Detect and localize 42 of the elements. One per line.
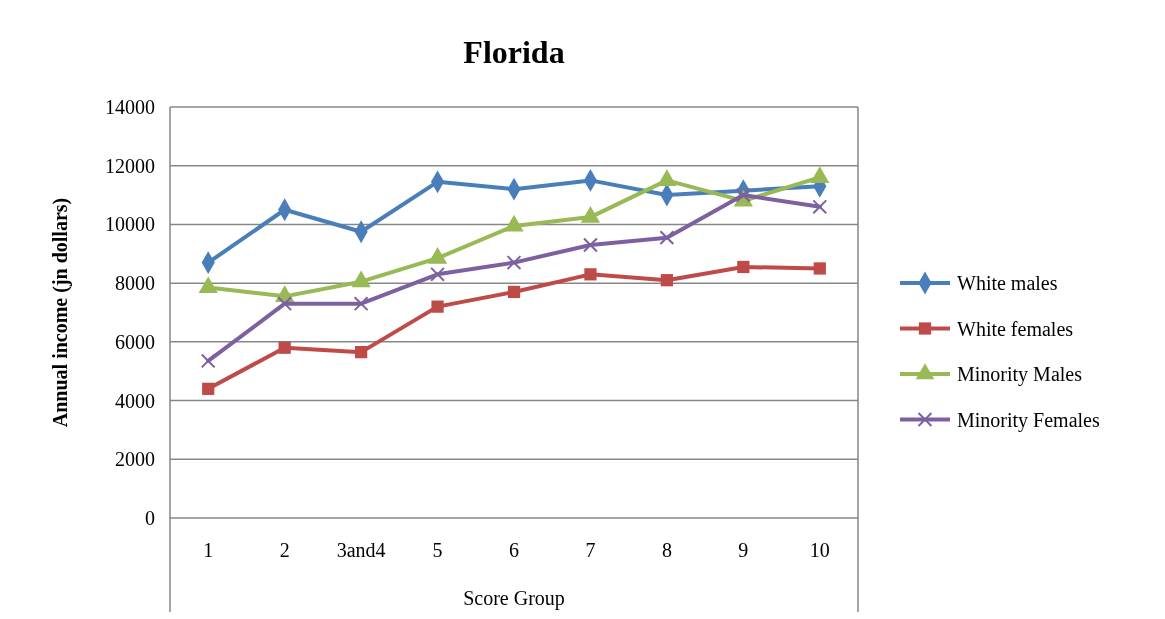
x-tick-label: 2 (279, 539, 290, 561)
point (354, 346, 368, 359)
x-tick-label: 3and4 (336, 539, 386, 561)
y-tick-label: 2000 (115, 448, 155, 471)
point (813, 262, 826, 275)
point (277, 296, 293, 312)
point (506, 255, 522, 271)
point (278, 341, 291, 354)
x-tick-label: 6 (509, 539, 519, 561)
y-tick-label: 14000 (105, 96, 155, 118)
y-tick-label: 0 (145, 507, 155, 529)
point (737, 260, 750, 274)
point (431, 300, 444, 313)
point (507, 285, 521, 299)
point (353, 296, 369, 312)
y-tick-label: 6000 (115, 330, 155, 353)
point (659, 230, 675, 246)
point (430, 266, 445, 282)
legend-label: White females (957, 317, 1074, 340)
point (200, 353, 216, 369)
x-tick-label: 1 (203, 539, 214, 561)
y-axis-title: Annual income (jn dollars) (49, 197, 72, 428)
y-tick-label: 10000 (105, 213, 155, 236)
point (202, 382, 215, 395)
legend-label: Minority Males (957, 363, 1083, 386)
x-tick-label: 7 (585, 539, 596, 561)
point (735, 187, 751, 203)
x-axis-title: Score Group (463, 587, 565, 610)
legend-label: Minority Females (957, 408, 1100, 432)
chart-title: Florida (463, 34, 565, 70)
point (584, 268, 597, 281)
y-tick-label: 4000 (115, 389, 155, 412)
x-tick-label: 10 (809, 539, 830, 561)
legend-label: White males (957, 272, 1058, 294)
y-tick-label: 12000 (105, 154, 155, 177)
x-tick-label: 8 (661, 539, 672, 561)
point (660, 274, 674, 287)
y-tick-label: 8000 (115, 272, 155, 295)
x-tick-label: 9 (738, 539, 749, 561)
x-tick-label: 5 (432, 539, 443, 561)
point (812, 199, 828, 215)
point (583, 237, 598, 253)
